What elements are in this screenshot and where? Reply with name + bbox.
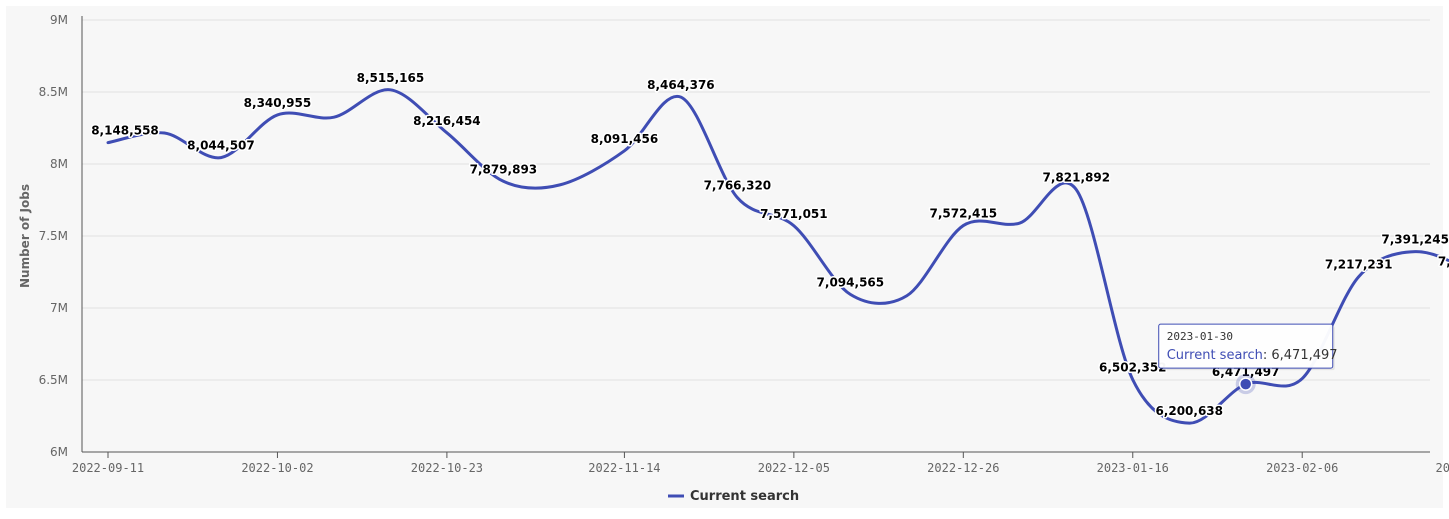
data-point[interactable]: [273, 111, 281, 119]
y-tick-label: 6.5M: [39, 373, 68, 387]
data-label: 7,094,565: [817, 275, 885, 289]
x-tick-label: 2022-09-11: [72, 461, 144, 475]
data-point[interactable]: [846, 290, 854, 298]
data-point[interactable]: [1298, 375, 1306, 383]
y-axis-title: Number of Jobs: [18, 184, 32, 288]
hover-point[interactable]: [1238, 377, 1253, 391]
data-label: 8,515,165: [357, 71, 425, 85]
data-label: 6,502,352: [1099, 361, 1167, 375]
data-point[interactable]: [1185, 419, 1193, 427]
data-label: 7,240,855: [1438, 254, 1449, 268]
data-label: 8,091,456: [591, 132, 659, 146]
data-point[interactable]: [677, 93, 685, 101]
x-tick-label: 2022-10-02: [241, 461, 313, 475]
data-point[interactable]: [386, 86, 394, 94]
data-label: 7,391,245: [1381, 233, 1449, 247]
data-label: 7,217,231: [1325, 258, 1393, 272]
tooltip-value-line: Current search: 6,471,497: [1167, 348, 1338, 363]
data-point[interactable]: [1129, 376, 1137, 384]
x-tick-label: 2023-01-16: [1097, 461, 1169, 475]
data-point[interactable]: [330, 113, 338, 121]
tooltip: 2023-01-30 Current search: 6,471,497: [1158, 323, 1338, 395]
data-point[interactable]: [733, 194, 741, 202]
data-label: 7,879,893: [470, 162, 538, 176]
x-tick-label: 2022-12-05: [758, 461, 830, 475]
data-label: 7,766,320: [704, 179, 772, 193]
tooltip-box: [1158, 323, 1334, 369]
y-tick-label: 7.5M: [39, 229, 68, 243]
data-label: 8,148,558: [91, 124, 159, 138]
series-line-current-search: [106, 88, 1449, 425]
data-label: 8,044,507: [187, 139, 255, 153]
data-point[interactable]: [160, 129, 168, 137]
data-label: 8,340,955: [244, 96, 312, 110]
y-tick-label: 8.5M: [39, 85, 68, 99]
data-point[interactable]: [499, 177, 507, 185]
data-labels: 8,148,558 8,044,507 8,340,955 8,515,165 8,21…: [90, 69, 1449, 419]
x-tick-label: 2022-11-14: [588, 461, 660, 475]
y-tick-label: 6M: [50, 445, 68, 459]
data-point[interactable]: [1016, 219, 1024, 227]
data-point[interactable]: [104, 139, 112, 147]
legend[interactable]: Current search: [668, 489, 799, 504]
x-tick-label: 2023-02-06: [1266, 461, 1338, 475]
data-label: 7,571,051: [760, 207, 828, 221]
tooltip-value: : 6,471,497: [1263, 348, 1338, 363]
data-point[interactable]: [1411, 248, 1419, 256]
data-label: 7,821,892: [1042, 171, 1110, 185]
axes: 6M 6.5M 7M 7.5M 8M 8.5M 9M Number of Jobs 2022-0…: [18, 13, 1449, 475]
x-tick-label: 2023-02-27: [1436, 461, 1449, 475]
tooltip-date: 2023-01-30: [1167, 330, 1233, 343]
x-tick-label: 2022-10-23: [411, 461, 483, 475]
x-tick-label: 2022-12-26: [927, 461, 999, 475]
tooltip-series-name: Current search: [1167, 348, 1263, 363]
y-tick-label: 8M: [50, 157, 68, 171]
data-label: 8,216,454: [413, 114, 481, 128]
data-point[interactable]: [903, 292, 911, 300]
grid-lines: [82, 19, 1430, 381]
data-point[interactable]: [790, 222, 798, 230]
data-point[interactable]: [1355, 273, 1363, 281]
data-point[interactable]: [556, 181, 564, 189]
legend-label[interactable]: Current search: [690, 489, 799, 504]
series-layer: [104, 86, 1449, 427]
data-label: 8,464,376: [647, 78, 715, 92]
data-point[interactable]: [217, 154, 225, 162]
plot-background: [6, 6, 1443, 508]
data-label: 7,572,415: [930, 207, 998, 221]
data-point[interactable]: [1072, 186, 1080, 194]
y-tick-label: 7M: [50, 301, 68, 315]
data-label: 6,200,638: [1155, 404, 1223, 418]
data-point[interactable]: [443, 129, 451, 137]
data-point[interactable]: [620, 147, 628, 155]
data-point[interactable]: [959, 222, 967, 230]
y-tick-label: 9M: [50, 13, 68, 27]
